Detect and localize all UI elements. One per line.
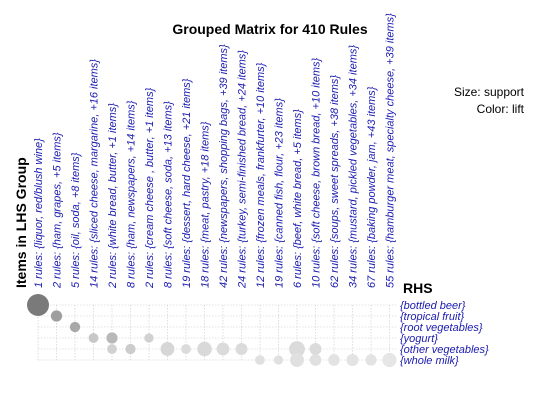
lhs-group-label: 55 rules: {hamburger meat, specialty che… (385, 13, 397, 288)
lhs-group-label: 12 rules: {frozen meals, frankfurter, +1… (255, 62, 267, 288)
bubble-point (216, 342, 230, 356)
bubble-point (290, 353, 304, 367)
rhs-item-label: {other vegetables} (400, 344, 489, 356)
lhs-group-label: 19 rules: {canned fish, flour, +23 items… (274, 98, 286, 288)
bubble-point (235, 342, 248, 356)
bubble-point (27, 294, 49, 316)
chart-title: Grouped Matrix for 410 Rules (172, 21, 367, 37)
bubble-point (289, 341, 305, 357)
bubble-point (160, 342, 175, 356)
lhs-group-labels: 1 rules: {liquor, red/blush wine} 2 rules… (33, 13, 397, 289)
grid-lines (37, 304, 398, 361)
lhs-group-label: 6 rules: {beef, white bread, +5 items} (292, 109, 304, 288)
lhs-group-label: 10 rules: {soft cheese, brown bread, +10… (311, 57, 323, 288)
bubble-point (273, 355, 284, 365)
rhs-item-labels: {bottled beer}{tropical fruit}{root vege… (400, 300, 489, 367)
bubble-point (50, 310, 63, 322)
bubble-point (107, 344, 117, 354)
legend-color: Color: lift (477, 102, 525, 116)
bubble-points (27, 294, 397, 368)
lhs-group-label: 24 rules: {turkey, semi-finished bread, … (237, 50, 249, 289)
lhs-group-label: 67 rules: {baking powder, jam, +43 items… (366, 86, 378, 288)
rhs-item-label: {bottled beer} (400, 300, 466, 312)
bubble-point (88, 333, 99, 343)
lhs-group-label: 14 rules: {sliced cheese, margarine, +16… (89, 59, 101, 288)
rhs-item-label: {root vegetables} (400, 322, 483, 334)
bubble-point (144, 333, 154, 343)
lhs-group-label: 8 rules: {soft cheese, soda, +13 items} (163, 101, 175, 288)
bubble-point (382, 352, 397, 368)
rhs-item-label: {tropical fruit} (400, 311, 465, 323)
bubble-point (255, 355, 265, 365)
lhs-group-label: 8 rules: {ham, newspapers, +14 items} (126, 100, 138, 288)
bubble-point (197, 341, 212, 357)
lhs-group-label: 1 rules: {liquor, red/blush wine} (33, 138, 45, 288)
bubble-point (365, 354, 377, 366)
lhs-group-label: 5 rules: {oil, soda, +8 items} (70, 152, 82, 288)
lhs-group-label: 19 rules: {dessert, hard cheese, +21 ite… (181, 78, 193, 288)
bubble-point (328, 354, 340, 366)
y-axis-title: Items in LHS Group (13, 157, 29, 288)
rhs-item-label: {yogurt} (400, 333, 438, 345)
bubble-point (106, 332, 118, 344)
rhs-item-label: {whole milk} (400, 355, 459, 367)
bubble-point (346, 353, 359, 367)
lhs-group-label: 18 rules: {meat, pastry, +18 items} (200, 121, 212, 288)
lhs-group-label: 2 rules: {ham, grapes, +5 items} (52, 132, 64, 289)
bubble-point (181, 344, 191, 354)
lhs-group-label: 62 rules: {soups, sweet spreads, +38 ite… (329, 75, 341, 288)
bubble-point (309, 342, 322, 356)
legend-size: Size: support (454, 85, 525, 99)
lhs-group-label: 2 rules: {white bread, butter, +1 items} (107, 103, 119, 289)
bubble-point (309, 354, 322, 366)
lhs-group-label: 2 rules: {cream cheese , butter, +1 item… (144, 87, 156, 289)
bubble-point (125, 343, 136, 355)
bubble-point (69, 321, 81, 333)
rhs-title: RHS (403, 280, 433, 296)
lhs-group-label: 42 rules: {newspapers, shopping bags, +3… (218, 44, 230, 288)
lhs-group-label: 34 rules: {mustard, pickled vegetables, … (348, 45, 360, 288)
